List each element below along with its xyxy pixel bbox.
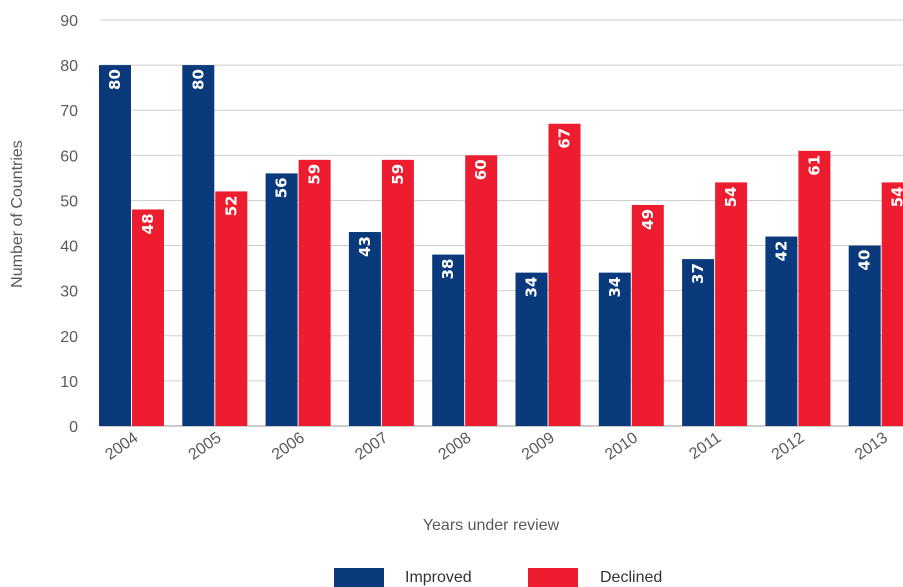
bar-declined-2012 bbox=[798, 150, 831, 427]
bar-value-label: 54 bbox=[722, 186, 740, 207]
bar-improved-2010 bbox=[598, 272, 631, 426]
y-tick-label: 60 bbox=[60, 148, 78, 165]
bar-value-label: 67 bbox=[556, 128, 574, 149]
bar-declined-2011 bbox=[715, 182, 748, 426]
x-tick-label: 2004 bbox=[102, 429, 141, 463]
bar-declined-2005 bbox=[215, 191, 248, 426]
bar-improved-2011 bbox=[682, 259, 715, 426]
y-tick-label: 70 bbox=[60, 103, 78, 120]
x-tick-label: 2010 bbox=[602, 429, 641, 463]
x-tick-label: 2013 bbox=[852, 429, 891, 463]
bar-declined-2009 bbox=[548, 123, 581, 426]
y-axis-ticks: 0 10 20 30 40 50 60 70 80 90 bbox=[60, 13, 78, 436]
x-tick-label: 2005 bbox=[186, 429, 225, 463]
bar-value-label: 61 bbox=[805, 155, 823, 176]
bar-value-label: 49 bbox=[639, 209, 657, 230]
bar-declined-2008 bbox=[465, 155, 498, 427]
y-tick-label: 50 bbox=[60, 193, 78, 210]
bar-value-label: 52 bbox=[222, 195, 240, 216]
bar-value-label: 38 bbox=[439, 259, 457, 280]
bar-declined-2004 bbox=[132, 209, 164, 426]
bar-value-label: 56 bbox=[273, 177, 291, 198]
x-axis-ticks: 2004 2005 2006 2007 2008 2009 2010 2011 2012 2013 bbox=[102, 429, 891, 463]
bar-value-label: 59 bbox=[306, 164, 324, 185]
bar-declined-2006 bbox=[298, 159, 331, 426]
legend: Improved Declined bbox=[334, 568, 662, 587]
bar-improved-2012 bbox=[765, 236, 798, 426]
x-axis-label: Years under review bbox=[423, 517, 560, 534]
x-tick-label: 2007 bbox=[352, 429, 391, 463]
bar-value-label: 60 bbox=[472, 159, 490, 180]
y-tick-label: 40 bbox=[60, 239, 78, 256]
x-tick-label: 2012 bbox=[769, 429, 808, 463]
bar-value-label: 54 bbox=[889, 186, 903, 207]
bar-improved-2008 bbox=[432, 254, 465, 426]
y-axis-label: Number of Countries bbox=[9, 140, 26, 288]
bar-improved-2009 bbox=[515, 272, 548, 426]
bar-value-label: 34 bbox=[606, 277, 624, 298]
x-tick-label: 2008 bbox=[436, 429, 475, 463]
bar-value-label: 40 bbox=[856, 250, 874, 271]
y-tick-label: 30 bbox=[60, 284, 78, 301]
bar-value-label: 42 bbox=[772, 241, 790, 262]
bar-value-label: 43 bbox=[356, 236, 374, 257]
legend-swatch-declined bbox=[528, 568, 578, 587]
bar-improved-2004 bbox=[99, 65, 131, 426]
bar-improved-2007 bbox=[348, 232, 381, 426]
bars: 80 48 80 52 56 59 43 59 38 60 34 67 34 49 37 54 42 61 40 54 bbox=[99, 65, 903, 427]
y-tick-label: 10 bbox=[60, 374, 78, 391]
bar-value-label: 80 bbox=[189, 69, 207, 90]
y-tick-label: 80 bbox=[60, 58, 78, 75]
bar-declined-2010 bbox=[631, 204, 664, 426]
bar-improved-2005 bbox=[182, 65, 215, 426]
bar-value-label: 59 bbox=[389, 164, 407, 185]
legend-label-declined: Declined bbox=[600, 569, 662, 586]
x-tick-label: 2011 bbox=[686, 429, 724, 463]
bar-declined-2013 bbox=[881, 182, 903, 426]
bar-value-label: 37 bbox=[689, 263, 707, 284]
bar-value-label: 80 bbox=[106, 69, 124, 90]
y-tick-label: 20 bbox=[60, 329, 78, 346]
legend-swatch-improved bbox=[334, 568, 384, 587]
y-tick-label: 0 bbox=[69, 419, 78, 436]
legend-label-improved: Improved bbox=[405, 569, 472, 586]
bar-improved-2006 bbox=[265, 173, 298, 426]
x-tick-label: 2009 bbox=[519, 429, 558, 463]
bar-value-label: 34 bbox=[523, 277, 541, 298]
y-tick-label: 90 bbox=[60, 13, 78, 30]
bar-declined-2007 bbox=[381, 159, 414, 426]
bar-value-label: 48 bbox=[139, 213, 157, 234]
x-tick-label: 2006 bbox=[269, 429, 308, 463]
bar-improved-2013 bbox=[848, 245, 881, 426]
